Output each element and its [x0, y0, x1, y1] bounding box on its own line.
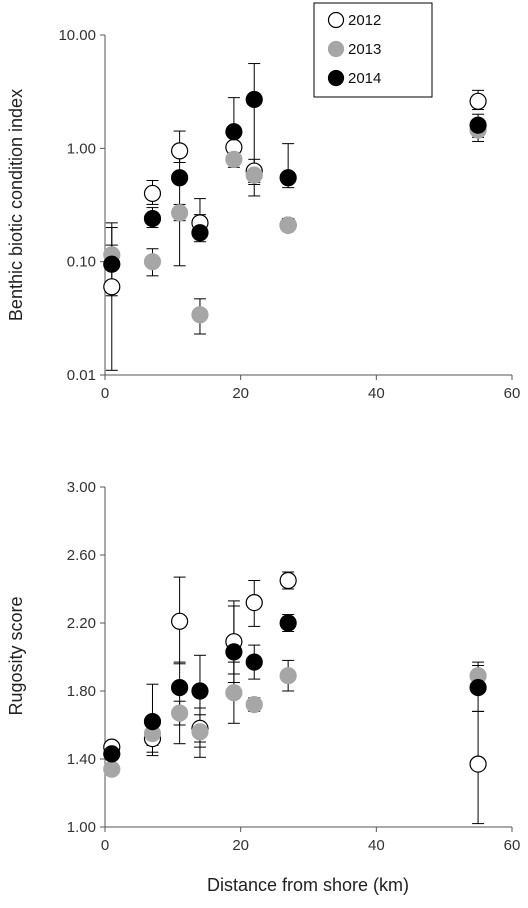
legend-marker-2013 — [327, 40, 345, 58]
bbci-panel: 0.01 0.10 1.00 10.00 0 20 40 60 Benthic biotic … — [6, 2, 520, 402]
point-2013 — [171, 704, 189, 722]
rugosity-panel: 1.00 1.40 1.80 2.20 2.60 3.00 0 20 40 60 Rugosity… — [6, 479, 520, 895]
point-2012 — [245, 593, 263, 612]
point-2012 — [143, 184, 162, 203]
point-2013 — [103, 760, 121, 778]
point-2012 — [171, 612, 189, 630]
point-2012 — [279, 571, 297, 590]
point-2012 — [469, 92, 487, 110]
rugosity-ticks: 1.00 1.40 1.80 2.20 2.60 3.00 0 20 40 60 — [67, 479, 521, 854]
point-2014 — [469, 678, 487, 697]
point-2013 — [191, 723, 209, 741]
point-2013 — [225, 684, 243, 702]
bbci-y-axis-label: Benthic biotic condition index — [6, 89, 26, 321]
legend-label-2014: 2014 — [348, 70, 381, 87]
point-2013 — [279, 216, 297, 234]
legend-label-2012: 2012 — [348, 12, 381, 29]
rugosity-y-tick-label: 1.40 — [67, 751, 96, 768]
rugosity-markers — [103, 571, 487, 778]
rugosity-x-tick-label: 60 — [504, 837, 521, 854]
point-2013 — [225, 150, 243, 168]
bbci-x-tick-label: 40 — [368, 385, 385, 402]
point-2014 — [103, 745, 121, 763]
bbci-y-tick-label: 1.00 — [67, 140, 96, 157]
point-2013 — [245, 695, 263, 714]
bbci-y-tick-label: 0.10 — [67, 254, 96, 271]
point-2014 — [143, 209, 162, 228]
bbci-axes — [104, 35, 512, 376]
bbci-error-bars — [105, 63, 485, 371]
bbci-x-tick-label: 0 — [101, 385, 109, 402]
bbci-y-tick-label: 0.01 — [67, 367, 96, 384]
point-2013 — [191, 306, 209, 324]
rugosity-axes — [104, 487, 512, 828]
point-2014 — [245, 653, 263, 671]
rugosity-y-tick-label: 1.80 — [67, 683, 96, 700]
bbci-y-tick-label: 10.00 — [58, 27, 96, 44]
point-2014 — [245, 90, 263, 109]
point-2012 — [171, 142, 189, 160]
point-2014 — [225, 643, 243, 661]
legend: 2012 2013 2014 — [313, 2, 433, 98]
point-2014 — [225, 123, 243, 141]
bbci-ticks: 0.01 0.10 1.00 10.00 0 20 40 60 — [58, 27, 520, 402]
rugosity-y-axis-label: Rugosity score — [6, 596, 26, 715]
point-2013 — [279, 667, 297, 685]
rugosity-x-tick-label: 40 — [368, 837, 385, 854]
rugosity-x-tick-label: 0 — [101, 837, 109, 854]
point-2014 — [469, 116, 487, 134]
point-2014 — [279, 169, 297, 187]
point-2013 — [245, 166, 263, 184]
bbci-x-tick-label: 60 — [504, 385, 521, 402]
point-2014 — [191, 224, 209, 242]
point-2013 — [171, 204, 189, 222]
point-2014 — [279, 614, 297, 632]
point-2014 — [191, 682, 209, 700]
point-2012 — [469, 755, 487, 773]
point-2014 — [171, 678, 189, 697]
legend-label-2013: 2013 — [348, 41, 381, 58]
point-2014 — [103, 255, 121, 273]
legend-marker-2012 — [327, 11, 345, 29]
rugosity-y-tick-label: 1.00 — [67, 819, 96, 836]
rugosity-error-bars — [105, 571, 485, 825]
bbci-x-tick-label: 20 — [232, 385, 249, 402]
rugosity-y-tick-label: 2.60 — [67, 547, 96, 564]
point-2014 — [143, 712, 162, 731]
point-2013 — [143, 253, 162, 271]
rugosity-x-tick-label: 20 — [232, 837, 249, 854]
x-axis-label: Distance from shore (km) — [207, 875, 409, 895]
rugosity-y-tick-label: 2.20 — [67, 615, 96, 632]
rugosity-y-tick-label: 3.00 — [67, 479, 96, 496]
bbci-markers — [103, 90, 487, 324]
legend-marker-2014 — [327, 69, 345, 87]
error-bar-2014 — [173, 661, 186, 745]
point-2012 — [103, 278, 121, 296]
point-2014 — [171, 169, 189, 187]
